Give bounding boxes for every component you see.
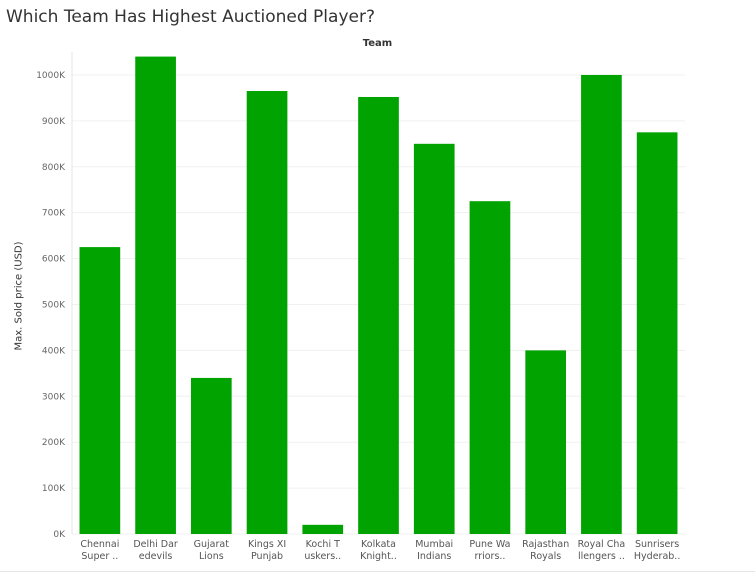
x-tick-label: rriors.. xyxy=(474,551,505,562)
y-tick-label: 0K xyxy=(53,530,66,540)
x-tick-label: Royal Cha xyxy=(578,539,626,550)
x-tick-label: Delhi Dar xyxy=(133,539,178,550)
y-tick-label: 700K xyxy=(42,209,66,219)
x-tick-label: Knight.. xyxy=(360,551,397,562)
bar[interactable] xyxy=(413,143,455,535)
x-tick-label: Chennai xyxy=(80,539,119,550)
x-tick-label: Kolkata xyxy=(361,539,396,550)
bar[interactable] xyxy=(469,201,511,534)
y-tick-label: 1000K xyxy=(36,71,66,81)
x-tick-label: Hyderab.. xyxy=(634,551,680,562)
x-tick-label: Pune Wa xyxy=(469,539,510,550)
x-tick-label: Super .. xyxy=(81,551,118,562)
x-tick-label: Punjab xyxy=(251,551,283,562)
bar[interactable] xyxy=(358,96,399,534)
x-tick-label: Mumbai xyxy=(415,539,453,550)
bar[interactable] xyxy=(190,377,232,534)
x-tick-label: edevils xyxy=(139,551,173,562)
bottom-divider xyxy=(0,571,755,572)
bar[interactable] xyxy=(246,91,288,535)
bar[interactable] xyxy=(636,132,678,535)
column-header: Team xyxy=(362,38,393,49)
x-tick-label: Lions xyxy=(199,551,224,562)
y-tick-label: 300K xyxy=(42,392,66,402)
y-tick-label: 900K xyxy=(42,117,66,127)
y-tick-label: 400K xyxy=(42,346,66,356)
x-tick-label: Gujarat xyxy=(194,539,230,550)
bar[interactable] xyxy=(302,524,344,534)
y-tick-label: 600K xyxy=(42,255,66,265)
x-tick-label: Royals xyxy=(530,551,561,562)
y-axis-ticks: 0K 100K 200K 300K 400K 500K 600K 700K 800K 900K 10… xyxy=(36,71,66,540)
bar[interactable] xyxy=(581,74,622,534)
x-tick-label: Rajasthan xyxy=(522,539,569,550)
y-tick-label: 800K xyxy=(42,163,66,173)
y-tick-label: 100K xyxy=(42,484,66,494)
x-tick-label: Sunrisers xyxy=(635,539,679,550)
x-tick-label: llengers .. xyxy=(578,551,625,562)
x-tick-label: Indians xyxy=(417,551,451,562)
x-tick-label: uskers.. xyxy=(304,551,341,562)
bar[interactable] xyxy=(135,56,176,534)
bar[interactable] xyxy=(79,247,121,534)
chart-title: Which Team Has Highest Auctioned Player? xyxy=(6,7,375,27)
bars xyxy=(79,56,678,535)
x-tick-label: Kochi T xyxy=(306,539,340,550)
y-tick-label: 500K xyxy=(42,300,66,310)
y-tick-label: 200K xyxy=(42,438,66,448)
bar[interactable] xyxy=(525,350,567,534)
x-tick-label: Kings XI xyxy=(248,539,286,550)
